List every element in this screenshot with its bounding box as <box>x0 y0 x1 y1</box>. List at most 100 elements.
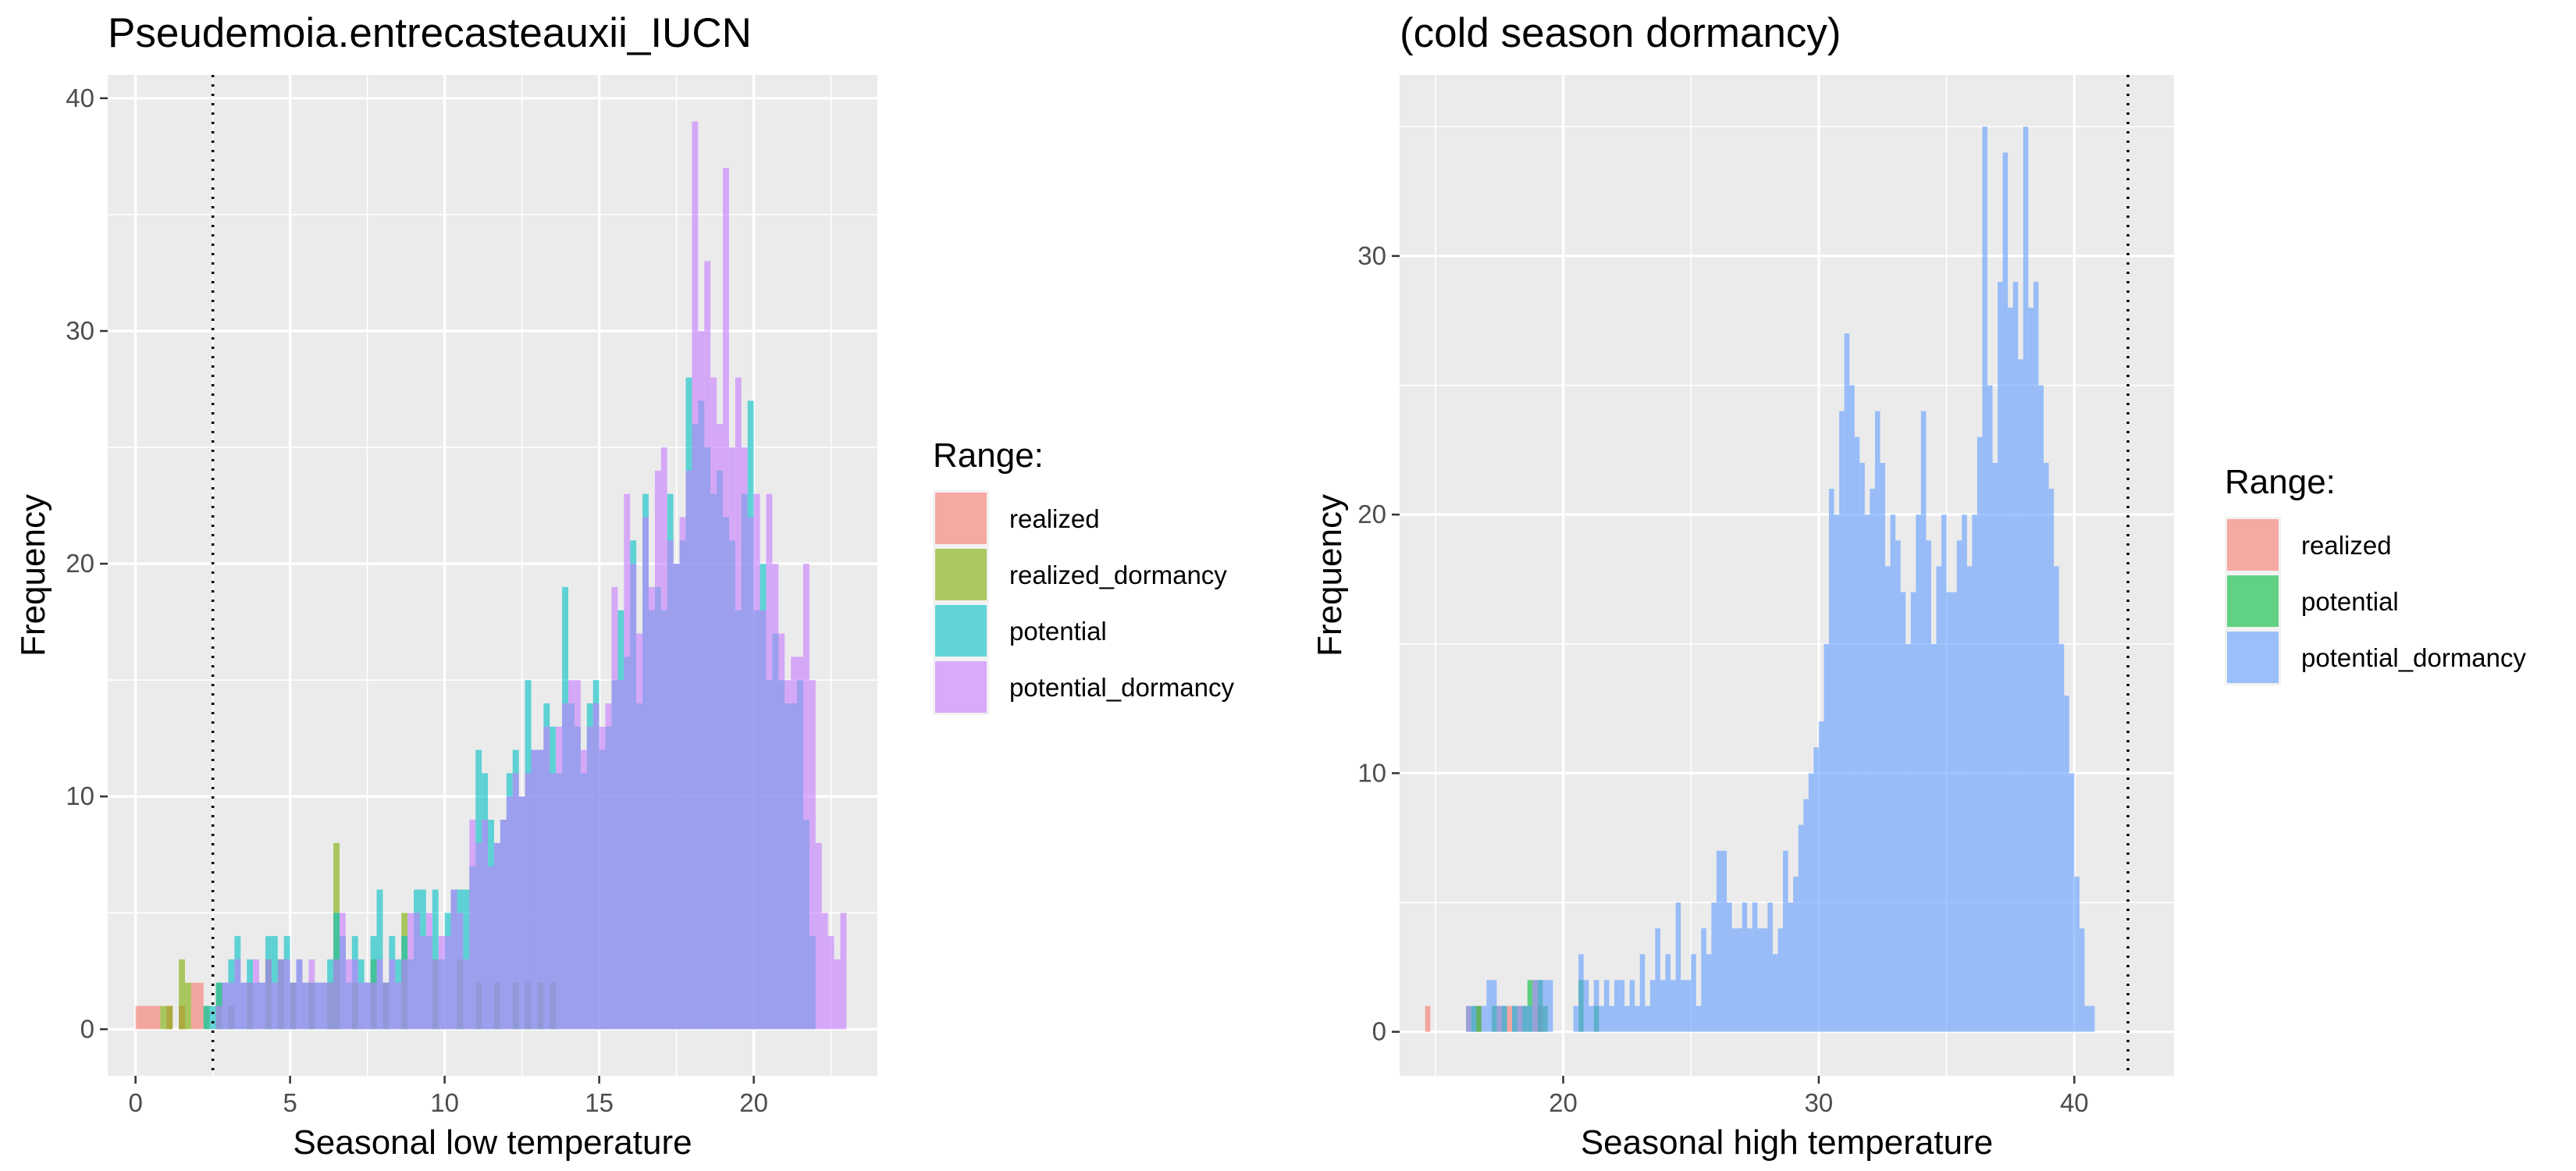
histogram-bar <box>1798 824 1804 1032</box>
x-tick-label: 20 <box>739 1088 768 1117</box>
y-axis-title-left: Frequency <box>14 494 52 657</box>
histogram-bar <box>698 330 705 1030</box>
histogram-bar <box>735 377 742 1030</box>
histogram-bar <box>339 913 346 1030</box>
histogram-bar <box>271 982 278 1030</box>
histogram-bar <box>531 749 538 1030</box>
histogram-bar <box>710 377 717 1030</box>
histogram-bar <box>599 726 606 1030</box>
histogram-bar <box>296 959 303 1030</box>
histogram-bar <box>1936 566 1942 1032</box>
legend-swatch-realized <box>935 493 987 544</box>
histogram-bar <box>1926 540 1931 1032</box>
histogram-bar <box>1639 954 1646 1032</box>
histogram-bar <box>1880 462 1886 1032</box>
histogram-bar <box>407 913 415 1030</box>
histogram-bar <box>2089 1005 2095 1032</box>
histogram-bar <box>450 889 457 1030</box>
histogram-bar <box>1972 514 1977 1032</box>
histogram-bar <box>1752 902 1758 1032</box>
histogram-bar <box>1507 1005 1513 1032</box>
histogram-bar <box>1706 954 1712 1032</box>
histogram-bar <box>1870 489 1875 1032</box>
y-tick-label: 20 <box>1357 500 1386 529</box>
histogram-bar <box>1727 902 1732 1032</box>
histogram-bar <box>654 470 661 1030</box>
legend-swatch-realized_dormancy <box>935 549 987 600</box>
histogram-bar <box>240 982 247 1030</box>
histogram-bar <box>1742 902 1748 1032</box>
x-tick-label: 20 <box>1549 1088 1578 1117</box>
legend-label-realized_dormancy: realized_dormancy <box>1009 561 1227 589</box>
histogram-bar <box>802 564 809 1030</box>
histogram-bar <box>351 959 358 1030</box>
histogram-bar <box>1599 1005 1604 1032</box>
histogram-bar <box>556 726 563 1030</box>
histogram-bar <box>1962 514 1967 1032</box>
histogram-bar <box>1614 980 1620 1032</box>
histogram-bar <box>1573 1005 1579 1032</box>
histogram-bar <box>840 913 847 1030</box>
y-axis-title-right: Frequency <box>1311 494 1349 657</box>
legend-label-realized: realized <box>1009 504 1100 533</box>
histogram-bar <box>1691 954 1696 1032</box>
bars-right <box>1425 126 2095 1032</box>
histogram-bar <box>1537 980 1543 1032</box>
histogram-bar <box>308 959 315 1030</box>
histogram-bar <box>290 982 297 1030</box>
histogram-bar <box>1747 928 1752 1032</box>
histogram-bar <box>624 493 631 1030</box>
histogram-bar <box>234 959 241 1030</box>
histogram-bar <box>475 842 482 1030</box>
histogram-bar <box>1609 1005 1615 1032</box>
histogram-bar <box>809 680 816 1030</box>
histogram-bar <box>2044 462 2049 1032</box>
histogram-bar <box>717 424 724 1030</box>
histogram-bar <box>1476 1005 1482 1032</box>
histogram-bar <box>1721 850 1727 1032</box>
histogram-bar <box>1808 773 1814 1032</box>
histogram-bar <box>444 936 451 1030</box>
y-tick-label: 0 <box>1372 1017 1386 1046</box>
histogram-bar <box>1701 928 1706 1032</box>
legend-swatch-potential <box>935 605 987 657</box>
histogram-bar <box>1583 980 1589 1032</box>
histogram-bar <box>1803 799 1809 1032</box>
legend-swatch-potential_dormancy <box>935 661 987 713</box>
legend-label-realized: realized <box>2301 531 2392 560</box>
histogram-bar <box>1976 436 1983 1032</box>
legend-title-right: Range: <box>2225 463 2336 501</box>
histogram-bar <box>605 703 612 1030</box>
histogram-bar <box>401 959 408 1030</box>
histogram-bar <box>2079 928 2085 1032</box>
histogram-bar <box>753 493 760 1030</box>
histogram-bar <box>2074 876 2080 1032</box>
legend-left: Range: realized realized_dormancy potentia… <box>933 436 1235 715</box>
histogram-bar <box>376 959 383 1030</box>
histogram-bar <box>160 1005 167 1030</box>
histogram-bar <box>679 517 686 1030</box>
histogram-bar <box>247 982 254 1030</box>
histogram-bar <box>321 982 328 1030</box>
histogram-bar <box>692 121 699 1030</box>
histogram-bar <box>2012 282 2019 1032</box>
histogram-bar <box>1982 126 1988 1032</box>
legend-label-potential: potential <box>2301 587 2399 616</box>
histogram-bar <box>1649 980 1656 1032</box>
legend-swatch-potential_dormancy <box>2227 632 2279 683</box>
histogram-bar <box>660 447 667 1030</box>
histogram-bar <box>1783 850 1788 1032</box>
histogram-bar <box>550 773 557 1030</box>
histogram-bar <box>685 470 692 1030</box>
histogram-bar <box>617 680 624 1030</box>
histogram-bar <box>382 982 390 1030</box>
histogram-bar <box>580 749 587 1030</box>
histogram-bar <box>667 540 674 1030</box>
histogram-bar <box>1864 514 1870 1032</box>
histogram-bar <box>815 842 822 1030</box>
histogram-bar <box>2064 696 2069 1032</box>
histogram-bar <box>1890 514 1896 1032</box>
y-tick-label: 10 <box>1357 758 1386 787</box>
histogram-bar <box>1987 385 1993 1032</box>
histogram-bar <box>148 1005 155 1030</box>
